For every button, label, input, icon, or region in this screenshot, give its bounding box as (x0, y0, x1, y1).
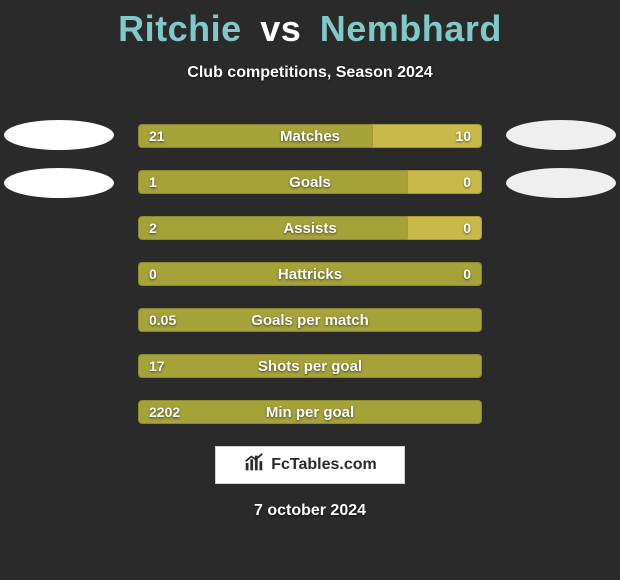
vs-label: vs (260, 8, 301, 49)
stat-bar-right (407, 170, 482, 194)
stat-row: 21Matches10 (138, 124, 482, 148)
team-badge-placeholder (4, 120, 114, 150)
stat-bar-right (407, 216, 482, 240)
stat-row: 0.05Goals per match (138, 308, 482, 332)
stat-value-left: 0 (139, 263, 167, 285)
brand-badge: FcTables.com (215, 446, 405, 484)
stat-row: 2202Min per goal (138, 400, 482, 424)
player1-name: Ritchie (118, 8, 242, 49)
stat-label: Shots per goal (139, 355, 481, 377)
team-badge-placeholder (506, 120, 616, 150)
stat-bar-right (372, 124, 482, 148)
player2-name: Nembhard (320, 8, 502, 49)
stat-value-left: 21 (139, 125, 175, 147)
brand-text: FcTables.com (271, 456, 377, 474)
stat-row: 2Assists0 (138, 216, 482, 240)
stat-label: Hattricks (139, 263, 481, 285)
stat-value-left: 0.05 (139, 309, 186, 331)
team-badge-placeholder (506, 168, 616, 198)
comparison-chart: 21Matches10 1Goals0 2Assists0 0Hattricks0 0.… (138, 124, 482, 424)
stat-value-left: 1 (139, 171, 167, 193)
left-badge-stack (4, 120, 114, 216)
team-badge-placeholder (4, 168, 114, 198)
snapshot-date: 7 october 2024 (0, 502, 620, 520)
stat-value-left: 2 (139, 217, 167, 239)
stat-label: Min per goal (139, 401, 481, 423)
stat-value-right: 0 (453, 263, 481, 285)
stat-row: 17Shots per goal (138, 354, 482, 378)
right-badge-stack (506, 120, 616, 216)
bar-chart-icon (243, 452, 265, 479)
stat-value-left: 17 (139, 355, 175, 377)
stat-value-left: 2202 (139, 401, 190, 423)
comparison-title: Ritchie vs Nembhard (0, 0, 620, 50)
stat-row: 1Goals0 (138, 170, 482, 194)
stat-row: 0Hattricks0 (138, 262, 482, 286)
subtitle: Club competitions, Season 2024 (0, 64, 620, 82)
stat-label: Goals per match (139, 309, 481, 331)
